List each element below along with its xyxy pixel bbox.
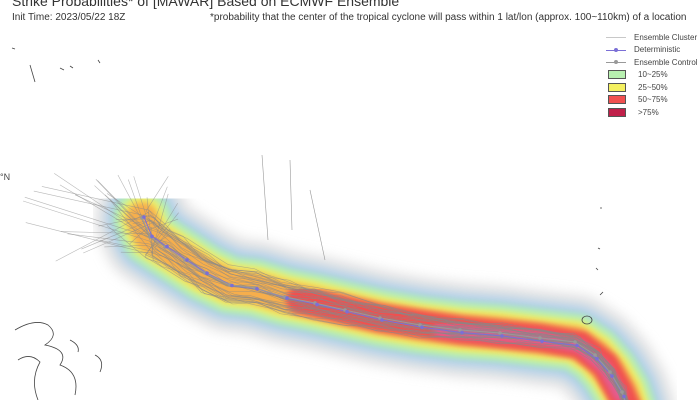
deterministic-track-point bbox=[575, 343, 579, 348]
cluster-track bbox=[25, 222, 628, 400]
ensemble-control-track bbox=[141, 217, 626, 400]
deterministic-track-point bbox=[345, 309, 349, 314]
deterministic-track-point bbox=[500, 334, 504, 338]
deterministic-track-point bbox=[150, 234, 154, 239]
chart-title: Strike Probabilities* of [MAWAR] Based o… bbox=[12, 0, 400, 9]
deterministic-track-point bbox=[610, 374, 614, 378]
deterministic-track-point bbox=[622, 394, 626, 399]
deterministic-track-point bbox=[285, 296, 289, 300]
init-time: Init Time: 2023/05/22 18Z bbox=[12, 12, 126, 23]
control-track-point bbox=[593, 353, 597, 357]
control-track-point bbox=[620, 390, 624, 394]
deterministic-track-point bbox=[595, 357, 599, 361]
legend-50-75: 50~75% bbox=[606, 94, 698, 107]
cluster-track bbox=[133, 176, 623, 400]
control-track-point bbox=[608, 370, 612, 374]
deterministic-track-point bbox=[315, 302, 319, 307]
legend-deterministic: Deterministic bbox=[606, 44, 698, 57]
coastlines bbox=[11, 47, 604, 400]
deterministic-track-point bbox=[142, 215, 146, 219]
control-track-point bbox=[538, 336, 542, 340]
legend-over-75: >75% bbox=[606, 106, 698, 119]
control-track-point bbox=[498, 331, 502, 335]
legend-25-50: 25~50% bbox=[606, 81, 698, 94]
legend: Ensemble Cluster Deterministic Ensemble … bbox=[606, 31, 698, 119]
cluster-track bbox=[120, 251, 625, 400]
deterministic-track-point bbox=[255, 287, 259, 291]
legend-ensemble-control: Ensemble Control bbox=[606, 56, 698, 69]
control-track-point bbox=[458, 328, 462, 332]
cluster-track bbox=[261, 154, 326, 261]
deterministic-track-point bbox=[230, 283, 234, 288]
deterministic-track-point bbox=[165, 244, 169, 249]
ensemble-cluster-tracks bbox=[22, 154, 629, 400]
cluster-track bbox=[145, 218, 627, 400]
deterministic-track-point bbox=[380, 318, 384, 322]
deterministic-track-point bbox=[205, 271, 209, 276]
deterministic-track-point bbox=[540, 339, 544, 344]
legend-ensemble-cluster: Ensemble Cluster bbox=[606, 31, 698, 44]
cluster-track bbox=[144, 203, 628, 400]
deterministic-track-point bbox=[185, 258, 189, 262]
deterministic-track-point bbox=[420, 325, 424, 330]
cluster-track bbox=[154, 228, 626, 400]
legend-10-25: 10~25% bbox=[606, 69, 698, 82]
probability-note: *probability that the center of the trop… bbox=[210, 12, 687, 23]
probability-swath bbox=[94, 170, 675, 400]
deterministic-track-point bbox=[460, 330, 464, 335]
latitude-label: °N bbox=[0, 172, 11, 182]
control-track-point bbox=[573, 340, 577, 344]
cluster-track bbox=[81, 219, 624, 400]
cluster-track bbox=[106, 193, 628, 400]
cluster-track bbox=[74, 194, 627, 400]
deterministic-track bbox=[143, 216, 626, 400]
